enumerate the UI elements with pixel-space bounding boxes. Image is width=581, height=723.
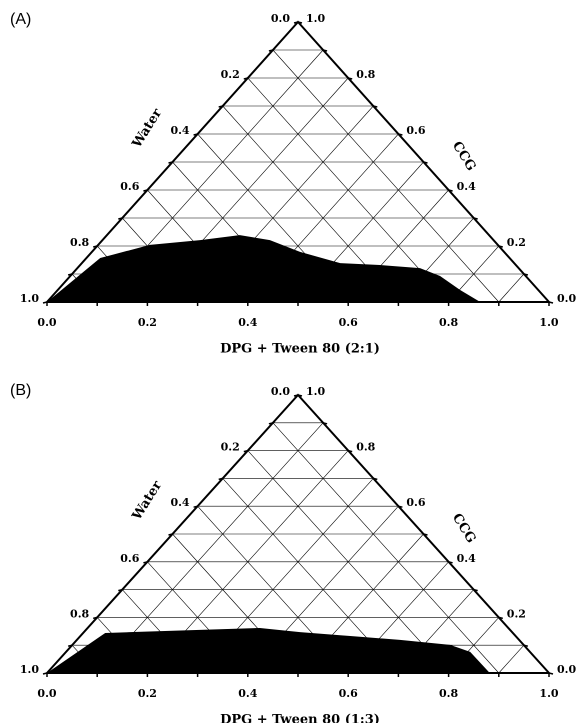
tick-mark (423, 161, 428, 164)
left-tick-label: 0.2 (221, 441, 240, 454)
tick-mark (67, 644, 73, 647)
grid-line (247, 450, 449, 674)
right-axis-title: CCG (449, 511, 479, 546)
tick-mark (293, 21, 299, 24)
tick-mark (348, 449, 353, 453)
grid-line (272, 422, 500, 674)
tick-mark (118, 588, 123, 592)
tick-mark (398, 133, 403, 136)
tick-mark (168, 161, 173, 164)
left-tick-label: 0.8 (70, 607, 89, 620)
left-tick-label: 0.6 (120, 552, 139, 565)
tick-mark (373, 477, 378, 481)
tick-mark (143, 561, 148, 564)
grid-line (272, 49, 500, 303)
x-tick-label: 0.8 (439, 316, 458, 329)
x-tick-label: 0.0 (37, 316, 56, 329)
x-tick-label: 1.0 (539, 687, 558, 700)
region (47, 627, 490, 673)
left-tick-label: 0.4 (170, 496, 189, 509)
left-tick-label: 0.0 (271, 385, 290, 398)
left-axis-title: Water (129, 478, 165, 523)
tick-mark (93, 616, 98, 620)
tick-mark (473, 588, 478, 592)
tick-mark (218, 477, 223, 481)
tick-mark (523, 273, 529, 276)
tick-mark (243, 77, 248, 80)
tick-mark (373, 105, 378, 108)
tick-mark (93, 245, 98, 248)
right-tick-label: 0.8 (356, 441, 375, 454)
right-tick-label: 0.0 (557, 292, 576, 305)
right-tick-label: 0.4 (457, 552, 476, 565)
tick-mark (268, 422, 274, 425)
tick-mark (218, 105, 223, 108)
x-tick-label: 0.6 (339, 687, 358, 700)
tick-mark (423, 533, 428, 536)
left-axis-title: Water (129, 106, 165, 151)
x-axis-title: DPG + Tween 80 (2:1) (220, 342, 380, 357)
x-tick-label: 0.4 (238, 687, 257, 700)
x-tick-label: 1.0 (539, 316, 558, 329)
panel-label: (B) (10, 382, 31, 399)
left-tick-label: 0.6 (120, 180, 139, 193)
x-tick-label: 0.0 (37, 687, 56, 700)
left-tick-label: 0.4 (170, 124, 189, 137)
left-tick-label: 1.0 (20, 663, 39, 676)
tick-mark (193, 505, 198, 508)
tick-mark (498, 616, 503, 620)
right-axis-title: CCG (449, 139, 479, 174)
left-tick-label: 0.8 (70, 236, 89, 249)
right-tick-label: 0.8 (356, 68, 375, 81)
tick-mark (448, 189, 453, 192)
tick-mark (297, 21, 303, 24)
grid-line (498, 273, 525, 303)
tick-mark (42, 672, 48, 675)
x-tick-label: 0.8 (439, 687, 458, 700)
tick-mark (322, 422, 328, 425)
right-tick-label: 0.6 (406, 124, 425, 137)
tick-mark (398, 505, 403, 508)
x-tick-label: 0.6 (339, 316, 358, 329)
right-tick-label: 1.0 (306, 385, 325, 398)
region (47, 235, 481, 302)
x-axis-title: DPG + Tween 80 (1:3) (220, 713, 380, 723)
grid-line (247, 77, 449, 303)
right-tick-label: 0.2 (507, 236, 526, 249)
tick-mark (67, 273, 73, 276)
tick-mark (473, 217, 478, 220)
x-tick-label: 0.4 (238, 316, 257, 329)
right-tick-label: 0.4 (457, 180, 476, 193)
tick-mark (193, 133, 198, 136)
right-tick-label: 0.0 (557, 663, 576, 676)
ternary-chart: (A) 0.0 0.2 0.4 0.6 0.8 1.0 0.0 0.2 0.4 0.6 0.8 1.0 1… (10, 11, 576, 356)
tick-mark (448, 561, 453, 564)
left-tick-label: 0.2 (221, 68, 240, 81)
panel-label: (A) (10, 11, 31, 28)
x-tick-label: 0.2 (138, 316, 157, 329)
tick-mark (523, 644, 529, 647)
tick-mark (42, 301, 48, 304)
ternary-chart: (B) 0.0 0.2 0.4 0.6 0.8 1.0 0.0 0.2 0.4 0.6 0.8 1.0 1… (10, 382, 576, 723)
tick-mark (268, 49, 274, 52)
right-tick-label: 1.0 (306, 12, 325, 25)
tick-mark (243, 449, 248, 453)
tick-mark (293, 394, 299, 397)
x-tick-label: 0.2 (138, 687, 157, 700)
tick-mark (143, 189, 148, 192)
tick-mark (348, 77, 353, 80)
tick-mark (498, 245, 503, 248)
tick-mark (322, 49, 328, 52)
left-tick-label: 0.0 (271, 12, 290, 25)
grid-line (498, 644, 525, 674)
tick-mark (168, 533, 173, 536)
tick-mark (297, 394, 303, 397)
tick-mark (118, 217, 123, 220)
grid-line (96, 422, 324, 674)
right-tick-label: 0.2 (507, 607, 526, 620)
right-tick-label: 0.6 (406, 496, 425, 509)
left-tick-label: 1.0 (20, 292, 39, 305)
